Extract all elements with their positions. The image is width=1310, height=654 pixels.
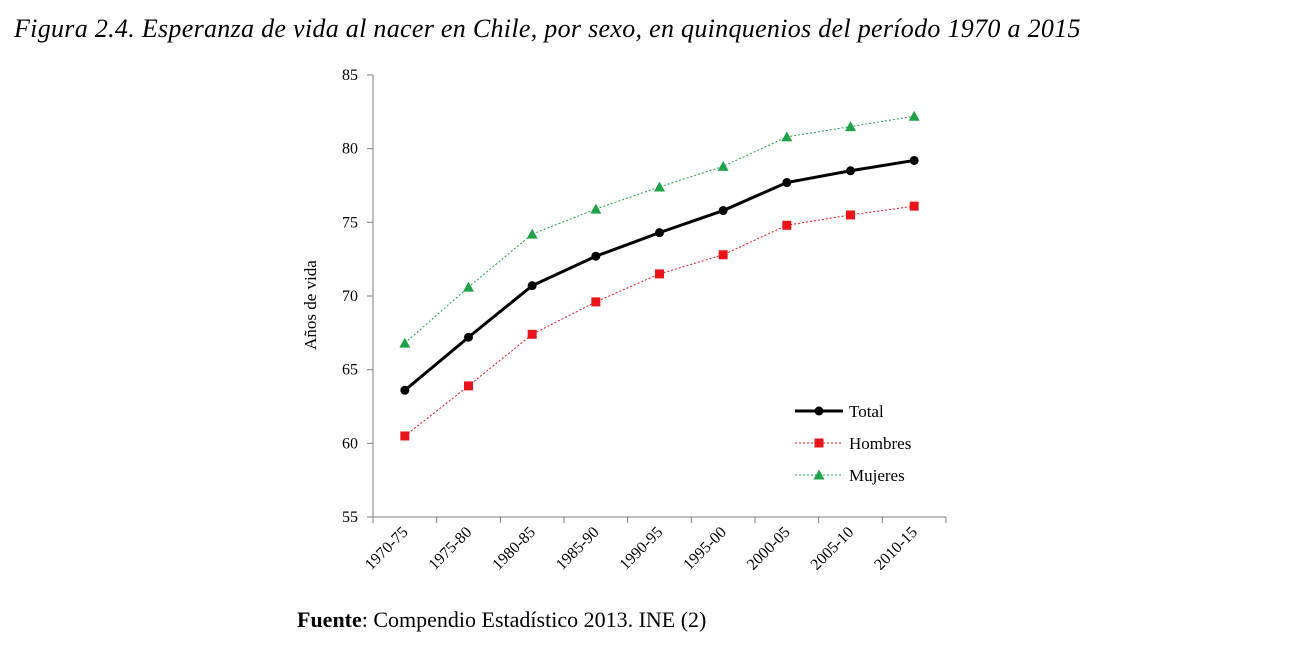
data-point-hombres: [591, 297, 601, 307]
data-point-hombres: [655, 269, 664, 279]
x-tick-label: 1975-80: [426, 524, 476, 574]
y-tick-label: 75: [342, 214, 358, 231]
x-tick-label: 1980-85: [489, 524, 539, 574]
chart-axes: 55 60 65 70 75 80 85 1970-75 1975-80 1980-85 1985-…: [342, 67, 947, 574]
series-total: [400, 155, 919, 395]
y-axis-label: Años de vida: [301, 260, 320, 350]
source-text: : Compendio Estadístico 2013. INE (2): [361, 607, 707, 632]
data-point-mujeres: [845, 121, 856, 132]
x-tick-label: 1970-75: [362, 524, 412, 574]
data-point-total: [718, 206, 728, 216]
legend-marker: [814, 438, 824, 448]
legend-label: Total: [849, 402, 884, 421]
figure-title: Figura 2.4. Esperanza de vida al nacer e…: [14, 14, 1081, 43]
data-point-total: [591, 251, 601, 261]
legend-item-total: Total: [795, 402, 884, 421]
data-point-hombres: [464, 381, 473, 391]
series-hombres: [400, 201, 919, 441]
legend-item-hombres: Hombres: [795, 434, 911, 453]
data-point-total: [527, 281, 537, 291]
legend-marker: [814, 406, 824, 416]
legend-marker: [813, 469, 825, 480]
x-tick-label: 2010-15: [871, 524, 921, 574]
x-tick-label: 1985-90: [553, 524, 603, 574]
data-point-mujeres: [399, 337, 411, 348]
data-point-total: [909, 155, 919, 165]
data-point-hombres: [909, 201, 919, 211]
data-point-mujeres: [590, 203, 602, 214]
legend-item-mujeres: Mujeres: [795, 466, 905, 485]
series-line-hombres: [404, 205, 915, 437]
data-point-hombres: [527, 329, 537, 339]
data-point-mujeres: [463, 281, 474, 292]
x-tick-label: 1995-00: [680, 524, 730, 574]
y-tick-label: 85: [342, 67, 358, 84]
source-note: Fuente: Compendio Estadístico 2013. INE …: [297, 607, 706, 633]
y-tick-label: 55: [342, 509, 358, 526]
y-tick-label: 70: [342, 288, 358, 305]
data-point-mujeres: [526, 228, 538, 239]
data-point-mujeres: [781, 131, 793, 142]
y-tick-label: 65: [342, 362, 358, 379]
series-mujeres: [399, 110, 920, 348]
data-point-mujeres: [717, 160, 729, 171]
data-point-hombres: [718, 250, 728, 260]
source-label: Fuente: [297, 607, 362, 632]
y-tick-label: 80: [342, 141, 358, 158]
data-point-hombres: [782, 220, 792, 230]
data-point-mujeres: [908, 110, 920, 121]
x-tick-label: 1990-95: [617, 524, 667, 574]
data-point-total: [400, 385, 410, 395]
data-point-total: [655, 228, 664, 238]
data-point-total: [464, 332, 473, 342]
chart-legend: Total Hombres Mujeres: [795, 402, 911, 485]
x-tick-label: 2005-10: [808, 524, 858, 574]
data-point-mujeres: [654, 181, 665, 192]
data-point-total: [846, 166, 855, 176]
legend-label: Mujeres: [849, 466, 905, 485]
data-point-hombres: [846, 210, 855, 220]
legend-label: Hombres: [849, 434, 911, 453]
y-tick-label: 60: [342, 435, 358, 452]
series-line-mujeres: [404, 115, 915, 344]
data-point-total: [782, 178, 792, 188]
x-tick-label: 2000-05: [744, 524, 794, 574]
data-point-hombres: [400, 431, 410, 441]
chart-series: [399, 110, 920, 441]
